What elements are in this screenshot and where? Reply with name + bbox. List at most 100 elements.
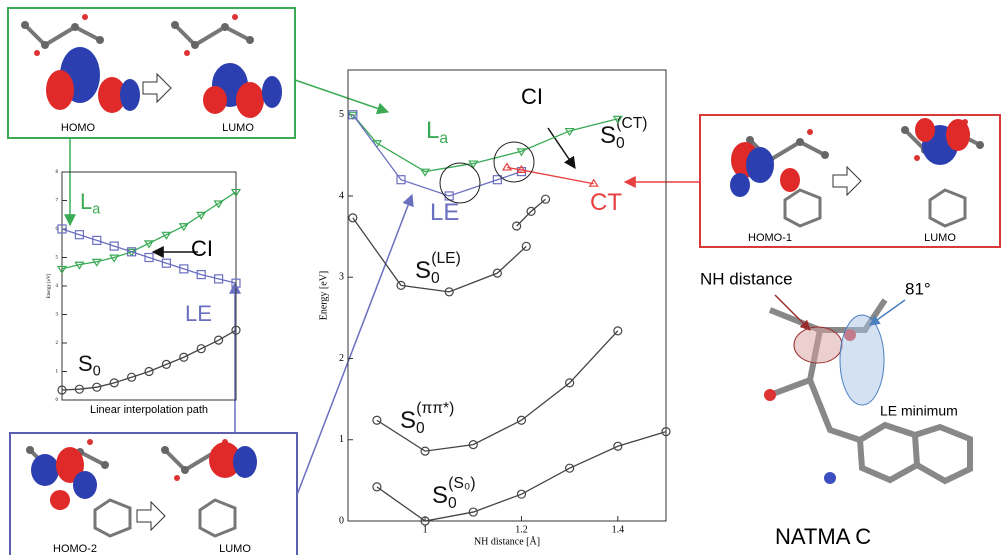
series-line xyxy=(352,217,527,293)
point xyxy=(565,463,575,473)
point xyxy=(214,274,224,284)
orbital-panel-green: HOMO LUMO xyxy=(7,7,296,139)
point xyxy=(143,240,155,249)
structure-title: NATMA C xyxy=(775,524,871,549)
point xyxy=(468,440,478,450)
point xyxy=(396,280,406,290)
series-sup: (LE) xyxy=(431,250,460,267)
y-tick-label: 5 xyxy=(56,256,59,261)
point xyxy=(56,265,68,275)
point xyxy=(492,268,502,278)
point xyxy=(127,372,137,382)
point xyxy=(420,516,430,526)
point xyxy=(161,231,172,240)
series-sub: 0 xyxy=(93,363,101,379)
point xyxy=(564,127,575,137)
structure-label: NH distance xyxy=(700,269,793,288)
series xyxy=(501,162,599,187)
series xyxy=(57,224,241,288)
point xyxy=(348,213,358,223)
x-tick-label: 1.4 xyxy=(612,524,625,535)
orbital-label: LUMO xyxy=(222,122,254,134)
structure: NH distance 81° LE minimum NATMA C xyxy=(700,269,973,549)
point xyxy=(161,258,171,268)
series-line xyxy=(352,114,618,173)
point xyxy=(109,378,119,388)
point xyxy=(196,211,207,220)
series-name: LE xyxy=(430,199,459,226)
point xyxy=(521,241,531,251)
orbital-label: HOMO xyxy=(61,122,96,134)
series-name: S xyxy=(400,407,416,434)
series-sup: (S₀) xyxy=(448,475,475,492)
point xyxy=(231,325,241,335)
structure-label: 81° xyxy=(905,279,931,298)
series xyxy=(57,325,241,395)
y-tick-label: 1 xyxy=(56,370,59,375)
series xyxy=(347,111,623,177)
series-line xyxy=(352,114,522,197)
series-label: CT xyxy=(590,189,622,216)
point xyxy=(109,241,119,251)
point xyxy=(501,162,513,171)
orbital-panel-red: HOMO-1 LUMO xyxy=(699,114,1001,248)
series-sub: a xyxy=(92,201,100,217)
y-tick-label: 0 xyxy=(56,398,59,403)
point xyxy=(468,160,479,169)
point xyxy=(57,385,67,395)
annotation: CI xyxy=(521,84,543,109)
point xyxy=(178,223,189,232)
point xyxy=(213,200,224,209)
y-tick-label: 1 xyxy=(339,434,344,445)
point xyxy=(57,224,67,234)
orbital-label: HOMO-1 xyxy=(748,232,792,244)
point xyxy=(179,352,189,362)
series-sub: a xyxy=(439,130,448,147)
y-tick-label: 4 xyxy=(339,190,344,201)
point xyxy=(396,175,406,185)
series-line xyxy=(376,330,619,452)
y-tick-label: 7 xyxy=(56,199,59,204)
connector-arrows xyxy=(64,79,700,496)
ci-circle xyxy=(439,162,481,204)
point xyxy=(126,247,137,257)
point xyxy=(144,366,154,377)
point xyxy=(91,258,102,267)
x-tick-label: 1.2 xyxy=(515,524,528,535)
point xyxy=(231,278,241,288)
point xyxy=(196,270,206,280)
structure-label: LE minimum xyxy=(880,403,958,419)
series-label: S0 (S₀) xyxy=(432,475,476,512)
series-name: CT xyxy=(590,189,622,216)
series-sub: 0 xyxy=(448,495,457,512)
series-name: L xyxy=(80,189,92,214)
point xyxy=(612,115,623,124)
series-sub: 0 xyxy=(416,420,425,437)
series-line xyxy=(61,329,237,391)
point xyxy=(179,264,189,274)
point xyxy=(74,230,85,240)
point xyxy=(492,175,502,185)
y-tick-label: 3 xyxy=(339,272,344,283)
series-label: LE xyxy=(185,301,212,326)
point xyxy=(74,384,85,394)
orbital-panel-blue: HOMO-2 LUMO xyxy=(9,432,298,555)
series-sub: 0 xyxy=(616,135,625,152)
point xyxy=(444,287,454,297)
series-name: S xyxy=(78,351,93,376)
y-tick-label: 0 xyxy=(339,515,344,526)
point xyxy=(540,194,551,204)
point xyxy=(526,206,536,216)
series-line xyxy=(376,430,667,522)
point xyxy=(196,344,206,354)
series-sup: (ππ*) xyxy=(416,400,454,417)
x-axis-label: NH distance [Å] xyxy=(474,535,540,547)
point xyxy=(347,111,358,120)
series-label: S0 xyxy=(78,351,101,380)
y-tick-label: 2 xyxy=(56,341,59,346)
point xyxy=(516,148,527,157)
y-tick-label: 4 xyxy=(56,284,59,289)
series-sup: (CT) xyxy=(616,115,647,132)
series-name: S xyxy=(432,482,448,509)
